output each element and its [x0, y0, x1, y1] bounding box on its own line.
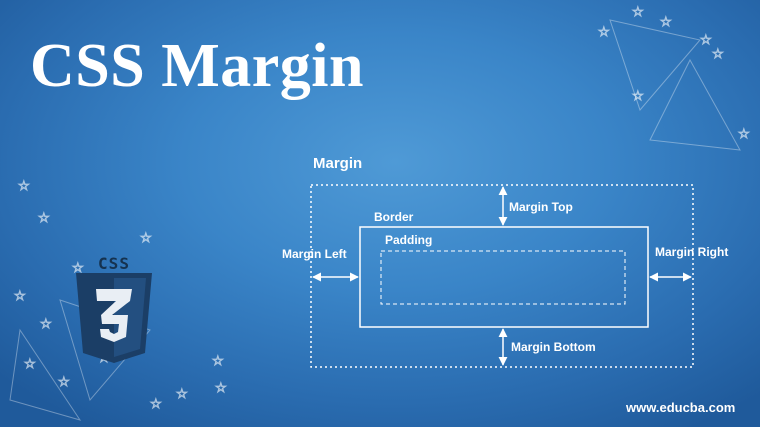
star-icon: ☆	[140, 231, 152, 246]
star-icon: ☆	[40, 317, 52, 332]
decor-triangle	[9, 328, 82, 421]
star-icon: ☆	[212, 354, 224, 369]
star-icon: ☆	[632, 5, 644, 20]
padding-label: Padding	[385, 233, 433, 247]
css-logo-text: CSS	[98, 254, 130, 273]
decor-triangle	[609, 19, 701, 111]
css3-shield-icon	[76, 273, 152, 363]
page-title: CSS Margin	[30, 32, 364, 100]
margin-bottom-label: Margin Bottom	[511, 340, 596, 354]
star-icon: ☆	[150, 397, 162, 412]
star-icon: ☆	[738, 127, 750, 142]
star-icon: ☆	[72, 261, 84, 276]
star-icon: ☆	[176, 387, 188, 402]
margin-label: Margin	[313, 155, 363, 172]
star-icon: ☆	[632, 89, 644, 104]
margin-left-label: Margin Left	[282, 247, 347, 261]
margin-right-label: Margin Right	[655, 245, 729, 259]
star-icon: ☆	[700, 33, 712, 48]
border-box	[359, 226, 649, 328]
star-icon: ☆	[18, 179, 30, 194]
margin-box	[310, 184, 694, 368]
star-icon: ☆	[215, 381, 227, 396]
star-icon: ☆	[24, 357, 36, 372]
star-icon: ☆	[38, 211, 50, 226]
star-icon: ☆	[712, 47, 724, 62]
star-icon: ☆	[14, 289, 26, 304]
star-icon: ☆	[660, 15, 672, 30]
decor-triangle	[649, 58, 741, 151]
padding-box	[380, 250, 626, 305]
star-icon: ☆	[58, 375, 70, 390]
website-link[interactable]: www.educba.com	[626, 400, 736, 415]
margin-top-label: Margin Top	[509, 200, 573, 214]
star-icon: ☆	[598, 25, 610, 40]
border-label: Border	[374, 210, 414, 224]
